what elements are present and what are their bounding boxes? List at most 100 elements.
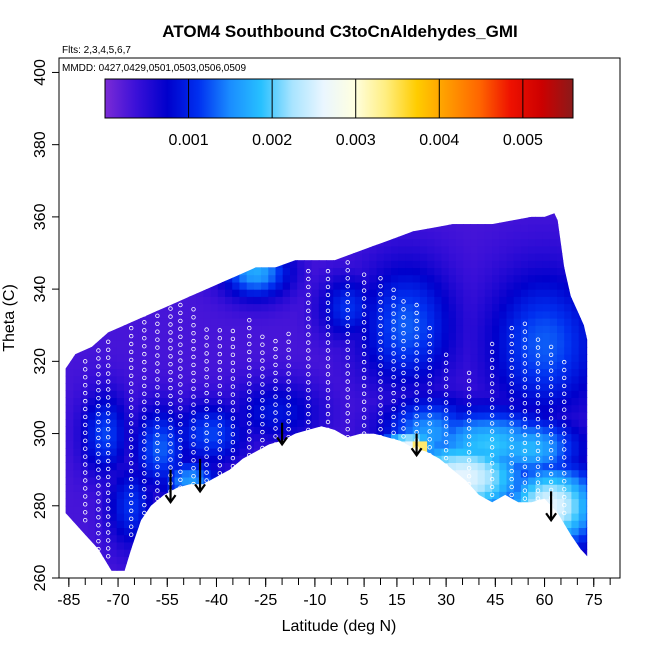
heat-cell xyxy=(80,296,89,305)
heat-cell xyxy=(87,260,96,268)
heat-cell xyxy=(550,195,558,203)
heat-cell xyxy=(376,231,385,240)
heat-cell xyxy=(152,469,161,478)
heat-cell xyxy=(528,281,536,290)
heat-cell xyxy=(333,318,342,326)
heat-cell xyxy=(477,455,486,463)
heat-cell xyxy=(355,166,363,174)
heat-cell xyxy=(383,296,392,305)
heat-cell xyxy=(304,245,313,254)
heat-cell xyxy=(514,159,522,167)
heat-cell xyxy=(354,520,363,528)
heat-cell xyxy=(376,541,385,550)
heat-cell xyxy=(427,260,435,268)
heat-cell xyxy=(369,224,378,232)
heat-cell xyxy=(456,346,464,355)
heat-cell xyxy=(95,339,103,348)
heat-cell xyxy=(398,274,406,283)
heat-cell xyxy=(268,570,277,571)
heat-cell xyxy=(340,549,349,557)
heat-cell xyxy=(87,411,96,420)
heat-cell xyxy=(167,419,176,427)
heat-cell xyxy=(362,181,370,189)
heat-cell xyxy=(434,556,443,565)
heat-cell xyxy=(87,440,96,449)
heat-cell xyxy=(484,325,493,333)
heat-cell xyxy=(434,267,443,276)
heat-cell xyxy=(102,390,111,398)
heat-cell xyxy=(506,310,515,319)
heat-cell xyxy=(354,563,363,571)
heat-cell xyxy=(203,440,212,449)
heat-cell xyxy=(232,245,240,254)
heat-cell xyxy=(477,238,486,247)
heat-cell xyxy=(528,484,536,492)
heat-cell xyxy=(542,397,551,406)
heat-cell xyxy=(145,231,154,240)
heat-cell xyxy=(283,166,291,174)
heat-cell xyxy=(492,145,500,153)
heat-cell xyxy=(492,202,500,210)
heat-cell xyxy=(138,159,146,167)
heat-cell xyxy=(484,440,493,449)
heat-cell xyxy=(138,505,147,514)
heat-cell xyxy=(341,65,349,73)
heat-cell xyxy=(210,455,219,463)
heat-cell xyxy=(347,368,356,377)
heat-cell xyxy=(261,534,269,543)
heat-cell xyxy=(477,245,486,254)
heat-cell xyxy=(484,216,493,225)
heat-cell xyxy=(203,152,211,160)
heat-cell xyxy=(520,289,529,297)
heat-cell xyxy=(109,260,118,268)
heat-cell xyxy=(383,563,392,571)
heat-cell xyxy=(80,318,89,326)
heat-cell xyxy=(427,383,435,391)
heat-cell xyxy=(341,152,349,160)
heat-cell xyxy=(477,361,486,370)
heat-cell xyxy=(102,137,110,145)
heat-cell xyxy=(131,411,139,420)
heat-cell xyxy=(116,411,125,420)
heat-cell xyxy=(73,123,81,131)
heat-cell xyxy=(542,383,551,391)
heat-cell xyxy=(499,484,508,492)
heat-cell xyxy=(65,433,67,442)
heat-cell xyxy=(210,549,219,557)
heat-cell xyxy=(124,325,132,333)
heat-cell xyxy=(405,216,414,225)
heat-cell xyxy=(73,513,82,521)
heat-cell xyxy=(65,411,67,420)
heat-cell xyxy=(275,462,284,471)
heat-cell xyxy=(239,563,248,571)
heat-cell xyxy=(232,419,240,427)
heat-cell xyxy=(492,238,500,247)
heat-cell xyxy=(383,383,392,391)
heat-cell xyxy=(261,419,269,427)
heat-cell xyxy=(160,549,168,557)
heat-cell xyxy=(326,541,334,550)
heat-cell xyxy=(102,267,111,276)
heat-cell xyxy=(448,433,457,442)
heat-cell xyxy=(412,513,421,521)
heat-cell xyxy=(116,325,125,333)
heat-cell xyxy=(217,527,226,536)
heat-cell xyxy=(211,152,219,160)
heat-cell xyxy=(217,505,226,514)
heat-cell xyxy=(138,152,146,160)
heat-cell xyxy=(383,513,392,521)
heat-cell xyxy=(268,383,277,391)
heat-cell xyxy=(297,484,305,492)
heat-cell xyxy=(65,213,67,218)
heat-cell xyxy=(261,397,269,406)
heat-cell xyxy=(383,368,392,377)
heat-cell xyxy=(347,245,356,254)
heat-cell xyxy=(463,188,471,196)
heat-cell xyxy=(434,181,442,189)
heat-cell xyxy=(211,145,219,153)
heat-cell xyxy=(304,238,313,247)
heat-cell xyxy=(535,440,544,449)
heat-cell xyxy=(304,505,313,514)
heat-cell xyxy=(181,462,190,471)
heat-cell xyxy=(217,375,226,384)
